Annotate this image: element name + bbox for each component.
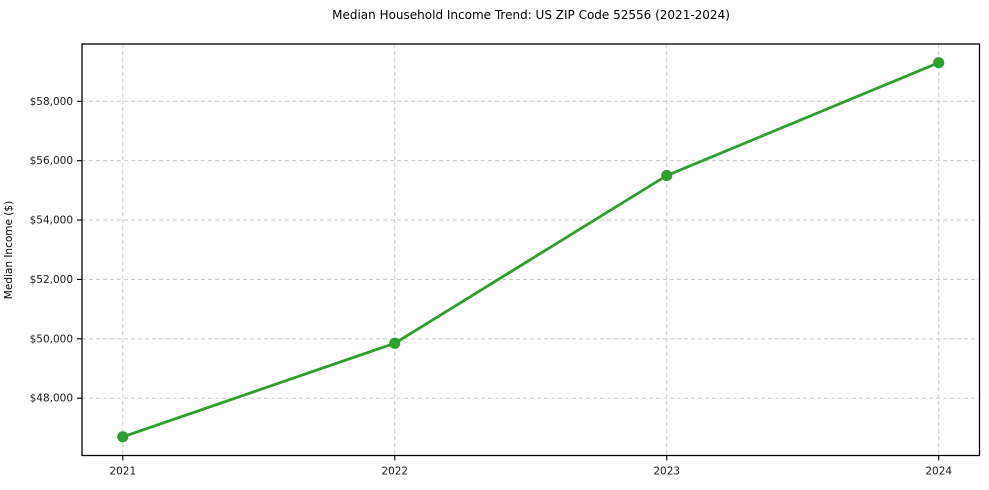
y-tick-label: $58,000 <box>30 96 73 108</box>
data-point-marker <box>933 57 945 69</box>
x-tick-label: 2021 <box>109 466 136 478</box>
data-point-marker <box>117 431 129 443</box>
y-tick-label: $54,000 <box>30 215 73 227</box>
axes-frame <box>81 43 981 457</box>
data-point-marker <box>661 169 673 182</box>
x-tick-label: 2024 <box>925 466 952 478</box>
y-tick-label: $48,000 <box>30 393 73 405</box>
y-tick-label: $50,000 <box>30 333 73 345</box>
x-tick-label: 2022 <box>381 466 408 478</box>
data-point-marker <box>389 337 401 349</box>
x-tick-label: 2023 <box>653 466 680 478</box>
income-trend-line <box>121 61 941 439</box>
y-tick-label: $52,000 <box>30 274 73 286</box>
y-tick-label: $56,000 <box>30 155 73 167</box>
chart-title: Median Household Income Trend: US ZIP Co… <box>332 8 730 22</box>
